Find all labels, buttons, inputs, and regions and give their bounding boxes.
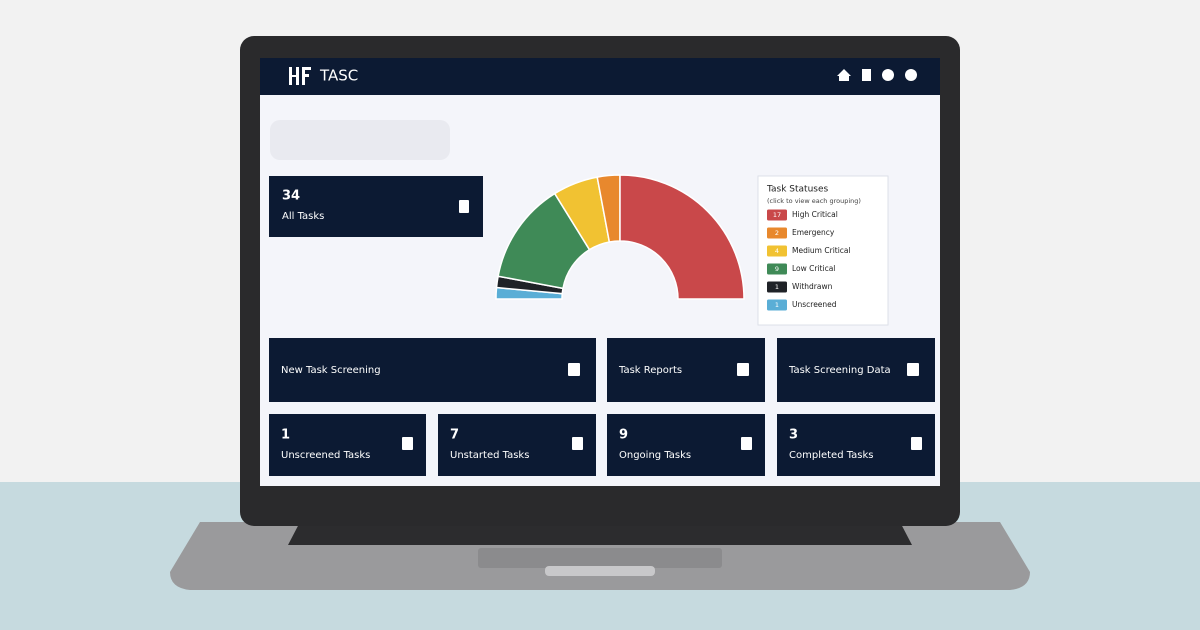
legend-label: Withdrawn	[792, 282, 833, 291]
stat-icon	[402, 437, 413, 450]
tile-label: All Tasks	[282, 211, 324, 222]
legend-count: 1	[775, 301, 779, 309]
stat-label: Completed Tasks	[789, 450, 874, 461]
legend-badge[interactable]	[767, 299, 787, 311]
tile-count: 34	[282, 189, 300, 204]
stat-tile[interactable]	[777, 414, 935, 476]
stat-icon	[741, 437, 752, 450]
stat-label: Unscreened Tasks	[281, 450, 370, 461]
legend-badge[interactable]	[767, 263, 787, 275]
stat-tile[interactable]	[269, 414, 426, 476]
action-tile[interactable]	[269, 338, 596, 402]
legend-label: Unscreened	[792, 300, 837, 309]
logo	[289, 67, 311, 85]
stat-count: 3	[789, 428, 798, 443]
help-icon[interactable]	[882, 69, 894, 81]
stat-icon	[572, 437, 583, 450]
legend-title: Task Statuses	[766, 185, 829, 195]
user-icon[interactable]	[905, 69, 917, 81]
nav-icons	[837, 69, 917, 81]
donut-segment[interactable]	[619, 174, 745, 300]
legend-label: Emergency	[792, 228, 835, 237]
trackpad	[478, 548, 722, 568]
stat-count: 7	[450, 428, 459, 443]
keyboard	[288, 522, 912, 545]
all-tasks-tile[interactable]	[269, 176, 483, 237]
action-label: New Task Screening	[281, 365, 381, 376]
blurred-header	[270, 120, 450, 160]
legend-label: Medium Critical	[792, 246, 851, 255]
home-icon[interactable]	[837, 69, 851, 81]
legend-badge[interactable]	[767, 245, 787, 257]
legend-badge[interactable]	[767, 281, 787, 293]
building-icon[interactable]	[862, 69, 871, 81]
stat-icon	[911, 437, 922, 450]
stat-count: 9	[619, 428, 628, 443]
legend-subtitle: (click to view each grouping)	[767, 197, 861, 205]
action-icon	[907, 363, 919, 376]
action-icon	[737, 363, 749, 376]
legend-count: 1	[775, 283, 779, 291]
legend-badge[interactable]	[767, 227, 787, 239]
navbar	[260, 58, 940, 95]
stat-label: Unstarted Tasks	[450, 450, 529, 461]
stat-tile[interactable]	[607, 414, 765, 476]
brand: TASC	[319, 67, 358, 85]
legend-count: 17	[773, 211, 781, 219]
action-icon	[568, 363, 580, 376]
stat-label: Ongoing Tasks	[619, 450, 691, 461]
stat-count: 1	[281, 428, 290, 443]
legend-count: 9	[775, 265, 779, 273]
legend-label: High Critical	[792, 210, 838, 219]
stat-tile[interactable]	[438, 414, 596, 476]
action-label: Task Screening Data	[788, 365, 891, 376]
legend-label: Low Critical	[792, 264, 835, 273]
legend-badge[interactable]	[767, 209, 787, 221]
tile-icon	[459, 200, 469, 213]
action-label: Task Reports	[618, 365, 682, 376]
notch	[545, 566, 655, 576]
legend-count: 2	[775, 229, 779, 237]
legend-count: 4	[775, 247, 779, 255]
